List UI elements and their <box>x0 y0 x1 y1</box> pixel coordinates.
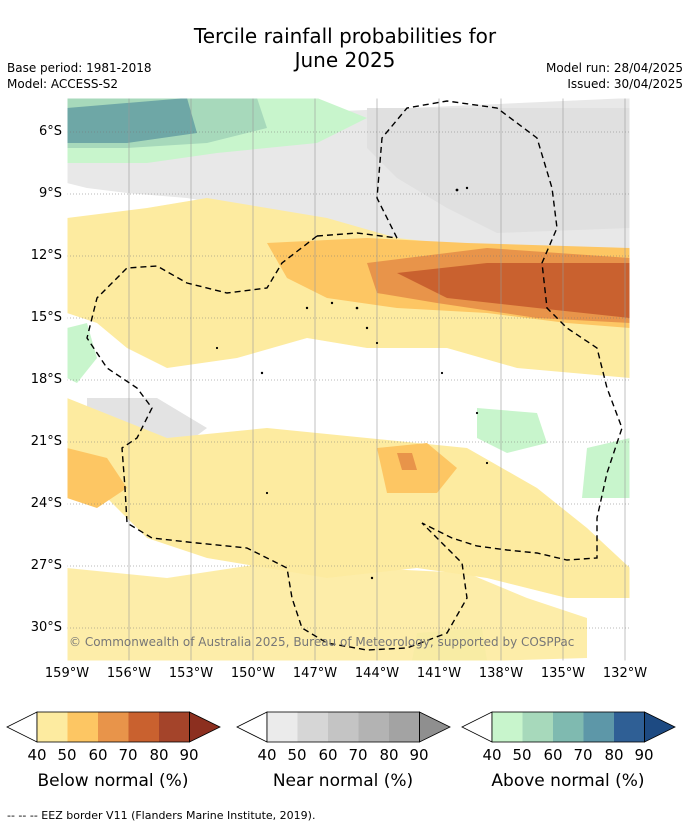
model-text: Model: ACCESS-S2 <box>7 77 119 91</box>
above-normal-region-east <box>582 438 630 498</box>
lon-tick: 135°W <box>540 666 586 681</box>
lat-tick: 30°S <box>30 620 62 635</box>
legend-label: 90 <box>409 746 429 764</box>
below-normal-band-70 <box>397 263 630 318</box>
below-normal-south-band-40 <box>67 563 587 661</box>
lat-tick: 27°S <box>30 558 62 573</box>
eez-border-link <box>316 232 398 239</box>
probability-map: © Commonwealth of Australia 2025, Bureau… <box>66 97 631 662</box>
above-normal-region-nw-70 <box>67 98 197 143</box>
lon-tick: 141°W <box>416 666 462 681</box>
eez-footnote: -- -- -- EEZ border V11 (Flanders Marine… <box>7 809 316 822</box>
legend-label: 60 <box>543 746 563 764</box>
legend-label: 90 <box>634 746 654 764</box>
lat-tick: 6°S <box>38 124 62 139</box>
legend-colorbars <box>6 711 676 743</box>
legend-area <box>0 700 690 800</box>
copyright-text: © Commonwealth of Australia 2025, Bureau… <box>69 635 574 649</box>
lon-tick: 132°W <box>602 666 648 681</box>
colorbar-below-normal <box>6 711 221 743</box>
graticule <box>67 131 630 629</box>
below-normal-mid-50 <box>377 443 457 493</box>
eez-borders <box>86 100 623 651</box>
map-canvas: © Commonwealth of Australia 2025, Bureau… <box>66 97 631 662</box>
map-title: Tercile rainfall probabilities for June … <box>0 24 690 72</box>
issued-text: Issued: 30/04/2025 <box>567 77 683 91</box>
model-run-text: Model run: 28/04/2025 <box>545 61 683 75</box>
legend-label: 70 <box>118 746 138 764</box>
lon-tick: 144°W <box>354 666 400 681</box>
legend-label: 40 <box>482 746 502 764</box>
legend-label: 40 <box>27 746 47 764</box>
legend-label: 50 <box>512 746 532 764</box>
lat-tick: 9°S <box>38 186 62 201</box>
legend-label: 40 <box>257 746 277 764</box>
lon-tick: 147°W <box>292 666 338 681</box>
legend-title-above: Above normal (%) <box>491 771 645 791</box>
lon-tick: 153°W <box>168 666 214 681</box>
above-normal-region-west <box>67 323 97 383</box>
lat-tick: 18°S <box>30 372 62 387</box>
title-line-1: Tercile rainfall probabilities for <box>193 24 497 48</box>
legend-label: 80 <box>604 746 624 764</box>
legend-label: 50 <box>287 746 307 764</box>
legend-label: 80 <box>149 746 169 764</box>
legend-label: 60 <box>88 746 108 764</box>
lon-tick: 159°W <box>44 666 90 681</box>
lat-tick: 15°S <box>30 310 62 325</box>
legend-title-below: Below normal (%) <box>37 771 189 791</box>
islands <box>215 186 489 580</box>
lat-tick: 12°S <box>30 248 62 263</box>
meta-right: Model run: 28/04/2025 Issued: 30/04/2025 <box>546 60 683 92</box>
lon-tick: 138°W <box>478 666 524 681</box>
near-normal-region-north-dark <box>367 108 630 233</box>
legend-title-near: Near normal (%) <box>272 771 414 791</box>
legend-label: 60 <box>318 746 338 764</box>
lon-tick: 156°W <box>106 666 152 681</box>
lon-tick: 150°W <box>230 666 276 681</box>
legend-label: 70 <box>573 746 593 764</box>
legend-label: 70 <box>348 746 368 764</box>
lat-tick: 24°S <box>30 496 62 511</box>
colorbar-above-normal <box>461 711 676 743</box>
legend-label: 80 <box>379 746 399 764</box>
title-line-2: June 2025 <box>294 48 396 72</box>
below-normal-west-50 <box>67 448 127 508</box>
lat-tick: 21°S <box>30 434 62 449</box>
legend-label: 90 <box>179 746 199 764</box>
meta-left: Base period: 1981-2018 Model: ACCESS-S2 <box>7 60 152 92</box>
eez-border-cook <box>86 235 468 651</box>
base-period-text: Base period: 1981-2018 <box>7 61 152 75</box>
below-normal-mid-60 <box>397 453 417 470</box>
colorbar-near-normal <box>236 711 451 743</box>
legend-label: 50 <box>57 746 77 764</box>
